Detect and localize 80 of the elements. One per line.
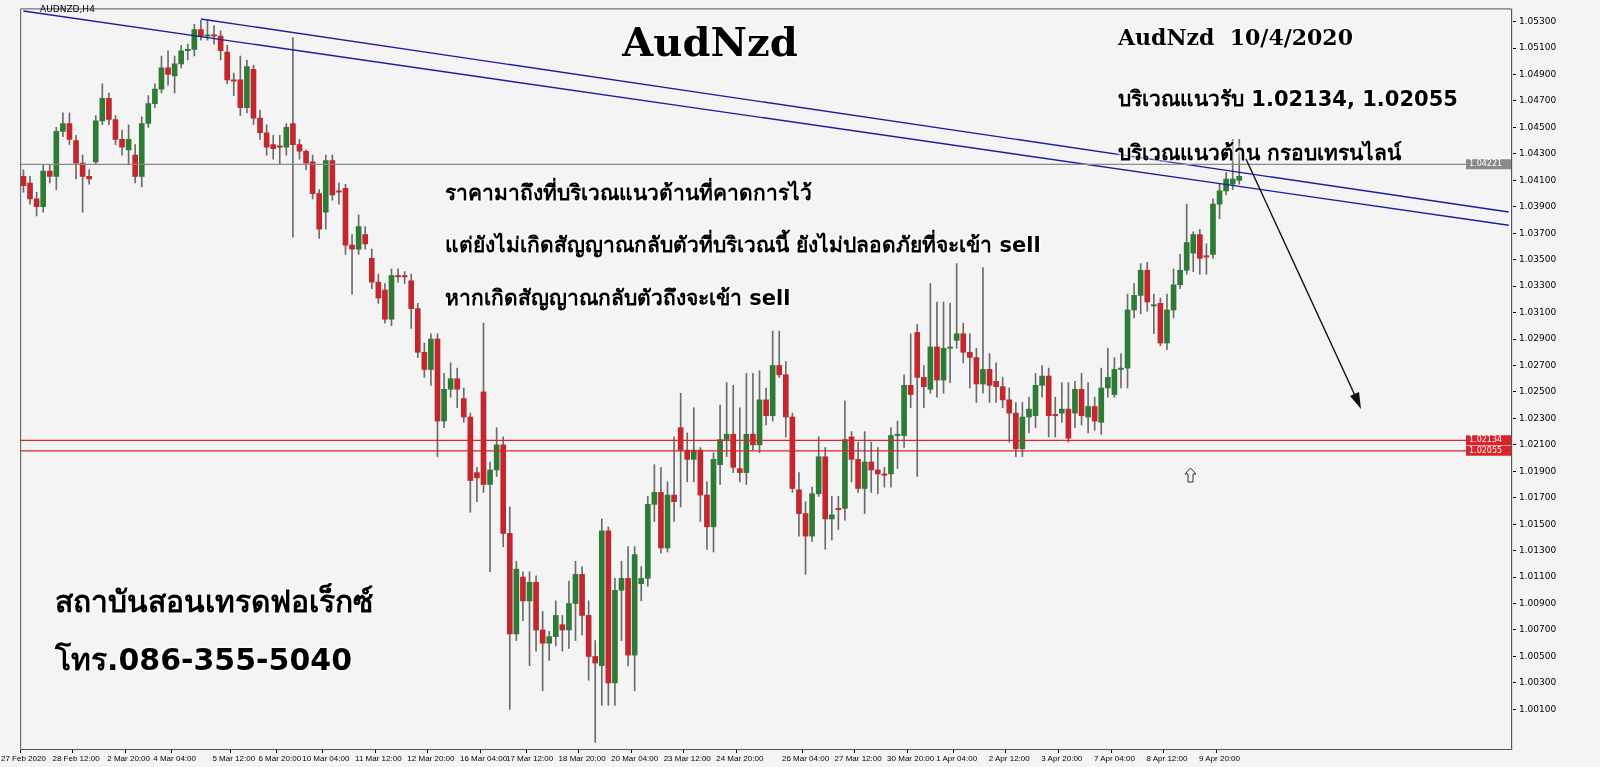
y-tick-label: 1.03900 bbox=[1519, 201, 1557, 212]
y-tick-label: 1.01300 bbox=[1519, 544, 1557, 555]
annotation: สถาบันสอนเทรดฟอเร็กซ์ bbox=[55, 582, 374, 621]
x-tick-label: 18 Mar 20:00 bbox=[558, 754, 607, 763]
y-tick-label: 1.02700 bbox=[1519, 359, 1557, 370]
y-tick-label: 1.04300 bbox=[1519, 148, 1557, 159]
x-tick-label: 16 Mar 04:00 bbox=[459, 754, 508, 763]
y-tick-label: 1.04700 bbox=[1519, 95, 1557, 106]
annotation: AudNzd 10/4/2020 bbox=[1118, 24, 1354, 50]
annotation: หากเกิดสัญญาณกลับตัวถึงจะเข้า sell bbox=[445, 285, 792, 313]
y-tick-label: 1.02500 bbox=[1519, 386, 1557, 397]
chart-title: AudNzd bbox=[621, 18, 799, 65]
x-tick-label: 5 Mar 12:00 bbox=[212, 754, 256, 763]
x-tick-label: 27 Mar 12:00 bbox=[834, 754, 883, 763]
candlestick bbox=[671, 436, 677, 522]
candlestick bbox=[953, 263, 960, 349]
x-tick-label: 9 Apr 20:00 bbox=[1199, 754, 1241, 763]
y-tick-label: 1.03100 bbox=[1519, 306, 1557, 317]
annotation: แต่ยังไม่เกิดสัญญาณกลับตัวที่บริเวณนี้ ยังไม่ปลอดภัยที่จะเข้า sell bbox=[445, 228, 1042, 260]
x-tick-label: 3 Apr 20:00 bbox=[1041, 754, 1083, 763]
y-tick-label: 1.00100 bbox=[1519, 703, 1557, 714]
y-tick-label: 1.03700 bbox=[1519, 227, 1557, 238]
ref-line-label: 1.02055 bbox=[1469, 445, 1503, 455]
x-tick-label: 12 Mar 20:00 bbox=[407, 754, 456, 763]
candlestick bbox=[828, 496, 835, 541]
y-tick-label: 1.03500 bbox=[1519, 254, 1557, 265]
x-tick-label: 26 Mar 04:00 bbox=[781, 754, 830, 763]
candlestick bbox=[868, 441, 875, 493]
x-tick-label: 4 Mar 04:00 bbox=[153, 754, 197, 763]
y-tick-label: 1.01100 bbox=[1519, 571, 1557, 582]
candlestick bbox=[1058, 382, 1065, 423]
x-tick-label: 2 Mar 20:00 bbox=[107, 754, 151, 763]
candlestick bbox=[349, 234, 355, 295]
y-tick-label: 1.04500 bbox=[1519, 121, 1557, 132]
candlestick bbox=[1151, 293, 1157, 335]
candlestick bbox=[487, 461, 493, 573]
candlestick bbox=[874, 447, 881, 495]
annotation: ราคามาถึงที่บริเวณแนวต้านที่คาดการไว้ bbox=[445, 176, 813, 207]
x-tick-label: 10 Mar 04:00 bbox=[302, 754, 350, 763]
y-tick-label: 1.02900 bbox=[1519, 333, 1557, 344]
y-tick-label: 1.05300 bbox=[1519, 15, 1557, 26]
x-tick-label: 28 Feb 12:00 bbox=[52, 754, 101, 763]
y-tick-label: 1.05100 bbox=[1519, 42, 1557, 53]
candlestick bbox=[907, 333, 914, 409]
x-tick-label: 30 Mar 20:00 bbox=[887, 754, 935, 763]
ref-line-label: 1.04221 bbox=[1469, 159, 1503, 169]
ref-line-label: 1.02134 bbox=[1469, 435, 1503, 445]
y-tick-label: 1.00700 bbox=[1519, 624, 1557, 635]
candlestick bbox=[750, 373, 756, 451]
candlestick bbox=[980, 267, 986, 394]
annotation: AUDNZD,H4 bbox=[40, 4, 96, 14]
y-tick-label: 1.02100 bbox=[1519, 439, 1557, 450]
x-tick-label: 7 Apr 04:00 bbox=[1093, 754, 1136, 763]
y-tick-label: 1.04900 bbox=[1519, 68, 1557, 79]
candlestick bbox=[1006, 387, 1013, 443]
annotation: บริเวณแนวรับ 1.02134, 1.02055 bbox=[1118, 86, 1459, 113]
x-tick-label: 27 Feb 2020 bbox=[0, 754, 47, 763]
x-tick-label: 20 Mar 04:00 bbox=[611, 754, 659, 763]
x-tick-label: 8 Apr 12:00 bbox=[1146, 754, 1188, 763]
x-tick-label: 11 Mar 12:00 bbox=[355, 754, 403, 763]
x-tick-label: 6 Mar 20:00 bbox=[258, 754, 302, 763]
y-tick-label: 1.01500 bbox=[1519, 518, 1557, 529]
x-tick-label: 24 Mar 20:00 bbox=[716, 754, 764, 763]
y-tick-label: 1.01700 bbox=[1519, 492, 1557, 503]
x-tick-label: 2 Apr 12:00 bbox=[988, 754, 1031, 763]
x-tick-label: 23 Mar 12:00 bbox=[663, 754, 712, 763]
y-tick-label: 1.02300 bbox=[1519, 412, 1557, 423]
y-tick-label: 1.00500 bbox=[1519, 650, 1557, 661]
y-tick-label: 1.04100 bbox=[1519, 174, 1557, 185]
annotation: โทร.086-355-5040 bbox=[55, 641, 354, 679]
candlestick bbox=[736, 407, 743, 483]
y-tick-label: 1.00300 bbox=[1519, 677, 1557, 688]
candlestick bbox=[165, 50, 171, 86]
y-tick-label: 1.01900 bbox=[1519, 465, 1557, 476]
x-tick-label: 1 Apr 04:00 bbox=[936, 754, 978, 763]
candlestick bbox=[690, 407, 697, 483]
y-tick-label: 1.03300 bbox=[1519, 280, 1557, 291]
candlestick bbox=[684, 432, 691, 483]
y-tick-label: 1.00900 bbox=[1519, 597, 1557, 608]
candlestick bbox=[1085, 382, 1091, 434]
